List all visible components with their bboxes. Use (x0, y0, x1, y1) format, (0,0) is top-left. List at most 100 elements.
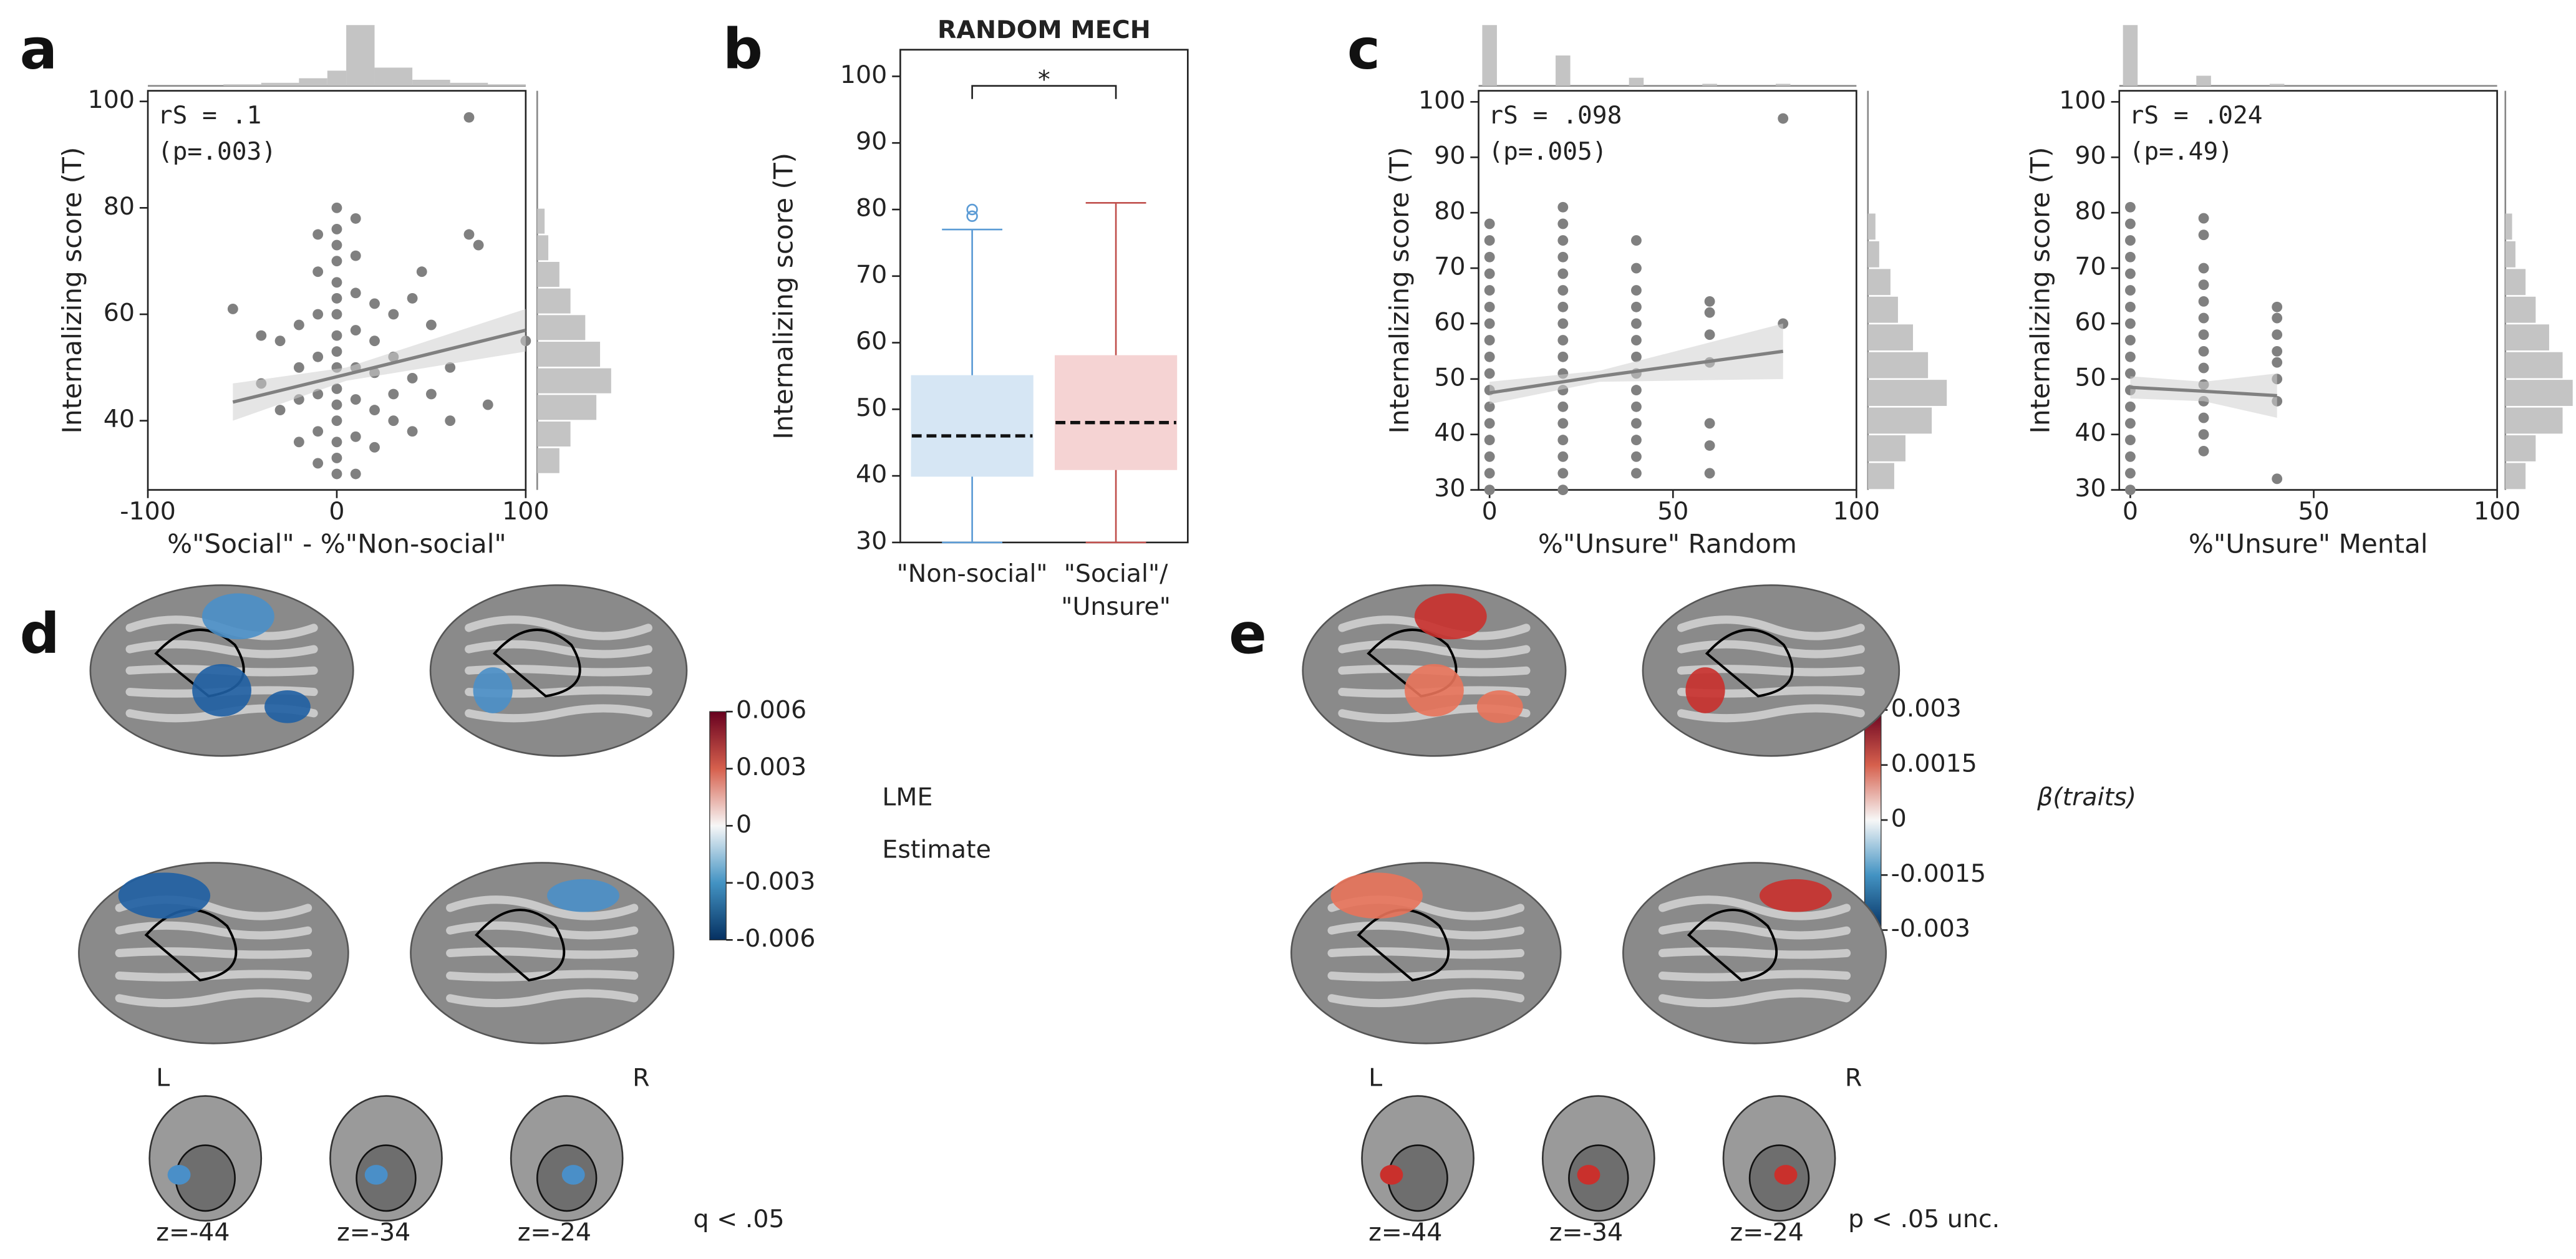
data-point (388, 415, 399, 427)
brain-sulcus (1658, 989, 1851, 1008)
data-point (350, 431, 361, 442)
data-point (1557, 351, 1569, 362)
data-point (1484, 218, 1495, 229)
y-axis-label: Internalizing score (T) (1384, 147, 1415, 434)
x-tick-label: -100 (120, 497, 176, 526)
brain-sulcus (1658, 947, 1851, 959)
data-point (1557, 468, 1569, 479)
right-histogram-bar (2505, 241, 2515, 268)
activation-blob (364, 1165, 388, 1185)
data-point (369, 335, 380, 347)
y-tick-label: 40 (1434, 418, 1465, 447)
activation-blob (561, 1165, 585, 1185)
confidence-band (1489, 323, 1783, 404)
y-tick-label: 50 (2075, 363, 2106, 392)
data-point (1704, 418, 1715, 429)
data-point (1778, 113, 1789, 124)
data-point (1704, 468, 1715, 479)
data-point (1557, 418, 1569, 429)
data-point (369, 405, 380, 416)
data-point (331, 346, 342, 357)
data-point (293, 437, 304, 448)
right-histogram-bar (537, 235, 549, 261)
data-point (1631, 235, 1642, 246)
x-axis-label: %"Social" - %"Non-social" (167, 529, 506, 559)
data-point (1557, 301, 1569, 312)
data-point (2124, 251, 2136, 263)
y-tick-label: 60 (2075, 307, 2106, 336)
data-point (256, 330, 267, 341)
y-tick-label: 80 (1434, 197, 1465, 226)
brain-sulcus (115, 989, 312, 1008)
data-point (416, 266, 427, 277)
annotation: rS = .098 (1488, 101, 1622, 130)
right-histogram-bar (2505, 352, 2563, 379)
panel-letter: d (20, 602, 60, 667)
right-histogram-bar (1867, 352, 1929, 379)
data-point (2124, 485, 2136, 496)
right-histogram-bar (1867, 435, 1905, 461)
colorbar-tick-label: 0.003 (736, 753, 806, 781)
data-point (312, 309, 324, 320)
activation-blob (1405, 663, 1464, 717)
confidence-band (2130, 373, 2277, 418)
data-point (2198, 263, 2209, 274)
data-point (1557, 335, 1569, 346)
annotation: rS = .1 (158, 101, 261, 130)
data-point (463, 229, 475, 240)
data-point (331, 330, 342, 341)
plot-frame (899, 49, 1189, 544)
hemisphere-label: L (156, 1064, 170, 1093)
data-point (331, 437, 342, 448)
x-tick-label: "Non-social" (897, 559, 1048, 588)
colorbar-tick-label: 0.0015 (1891, 749, 1977, 778)
colorbar (1864, 709, 1882, 931)
data-point (2272, 345, 2283, 357)
data-point (1484, 251, 1495, 263)
data-point (1484, 401, 1495, 412)
x-tick-label: 50 (2298, 497, 2329, 526)
top-histogram-bar (1775, 84, 1791, 86)
data-point (1484, 301, 1495, 312)
colorbar-tick-label: -0.0015 (1891, 859, 1986, 888)
y-tick-label: 90 (1434, 142, 1465, 170)
y-axis-label: Internalizing score (T) (57, 147, 87, 434)
data-point (350, 394, 361, 405)
brain-sulcus (1677, 640, 1865, 658)
y-tick-label: 80 (856, 193, 887, 222)
colorbar-label: LME (882, 783, 932, 811)
data-point (1484, 235, 1495, 246)
data-point (2198, 213, 2209, 224)
x-axis-label: %"Unsure" Mental (2189, 529, 2428, 559)
right-histogram-bar (1867, 213, 1876, 240)
annotation: (p=.49) (2129, 137, 2233, 166)
chart-title: RANDOM MECH (937, 16, 1151, 44)
right-histogram-bar (537, 341, 601, 367)
top-histogram-bar (346, 25, 375, 86)
data-point (1484, 268, 1495, 279)
right-histogram-bar (2505, 296, 2536, 323)
data-point (1557, 318, 1569, 329)
activation-blob (167, 1165, 191, 1185)
significance-bracket (971, 85, 1117, 99)
right-histogram-bar (2505, 463, 2526, 490)
data-point (2198, 312, 2209, 324)
data-point (1631, 435, 1642, 446)
panel-letter: e (1229, 602, 1267, 667)
y-tick-label: 100 (2059, 86, 2106, 115)
significance-label: * (1038, 65, 1050, 94)
data-point (331, 239, 342, 251)
data-point (2272, 301, 2283, 312)
y-tick-label: 60 (856, 327, 887, 355)
roi-outline (492, 628, 581, 698)
x-tick-label: 50 (1657, 497, 1688, 526)
activation-blob (118, 872, 211, 919)
brain-sulcus (446, 947, 639, 959)
colorbar-tick-label: 0.003 (1891, 694, 1962, 723)
fit-line (232, 329, 526, 404)
data-point (2124, 335, 2136, 346)
data-point (1557, 451, 1569, 462)
right-histogram-bar (537, 421, 571, 447)
data-point (2124, 368, 2136, 379)
